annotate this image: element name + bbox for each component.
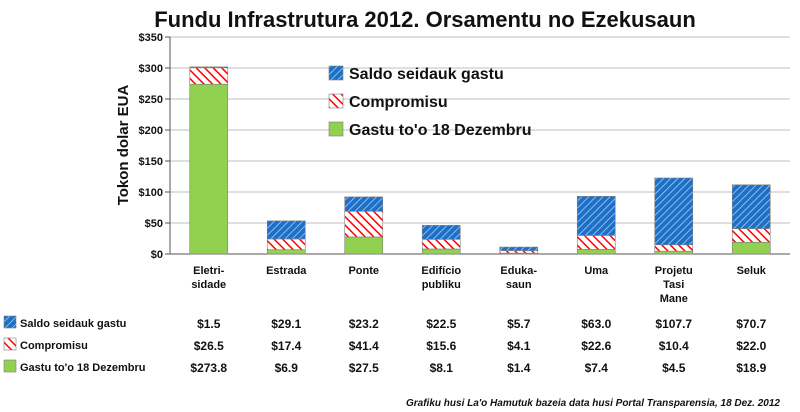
- bar-segment: [576, 196, 616, 236]
- x-tick-label: Uma: [584, 265, 609, 277]
- bar-segment: [189, 66, 229, 69]
- table-cell: $23.2: [349, 317, 379, 331]
- bar-segment: [421, 225, 461, 240]
- table-cell: $4.5: [662, 361, 686, 375]
- table-cell: $6.9: [275, 361, 299, 375]
- legend-swatch: [328, 93, 344, 109]
- table-cell: $22.6: [581, 339, 611, 353]
- y-tick-label: $350: [139, 32, 163, 44]
- legend-label: Saldo seidauk gastu: [349, 66, 504, 83]
- table-cell: $17.4: [271, 339, 301, 353]
- bar-segment: [421, 248, 461, 255]
- table-cell: $18.9: [736, 361, 766, 375]
- bar-segment: [654, 250, 694, 255]
- bar-segment: [344, 210, 384, 238]
- table-row-label: Compromisu: [20, 340, 88, 352]
- bar-segment: [189, 67, 229, 85]
- data-table: Saldo seidauk gastu $1.5 $29.1 $23.2 $22.5 $5…: [3, 315, 767, 375]
- table-cell: $8.1: [430, 361, 454, 375]
- y-tick-label: $150: [139, 156, 163, 168]
- bar-segment: [344, 196, 384, 212]
- y-tick-label: $250: [139, 94, 163, 106]
- chart-title: Fundu Infrastrutura 2012. Orsamentu no E…: [154, 7, 696, 32]
- stacked-bars: [189, 66, 771, 255]
- y-axis-label: Tokon dolar EUA: [115, 85, 132, 206]
- legend-swatch: [328, 121, 344, 137]
- bar-segment: [731, 228, 771, 243]
- y-tick-labels: $0 $50 $100 $150 $200 $250 $300 $350: [139, 32, 163, 261]
- bar-segment: [499, 246, 539, 251]
- table-cell: $10.4: [659, 339, 689, 353]
- table-cell: $63.0: [581, 317, 611, 331]
- table-row-label: Saldo seidauk gastu: [20, 318, 126, 330]
- table-cell: $5.7: [507, 317, 531, 331]
- table-swatch: [3, 337, 17, 351]
- bar-segment: [654, 244, 694, 252]
- bar-segment: [499, 250, 539, 254]
- x-tick-labels: Eletri-sidade Estrada Ponte Edifício publiku…: [191, 265, 766, 305]
- bar-segment: [421, 239, 461, 250]
- table-cell: $15.6: [426, 339, 456, 353]
- table-cell: $22.5: [426, 317, 456, 331]
- x-tick-label: Eletri-sidade: [191, 265, 226, 291]
- bar-segment: [731, 241, 771, 255]
- table-cell: $1.5: [197, 317, 221, 331]
- table-cell: $29.1: [271, 317, 301, 331]
- bar-segment: [189, 83, 229, 255]
- table-cell: $41.4: [349, 339, 379, 353]
- x-tick-label: Eduka-saun: [500, 265, 537, 291]
- table-cell: $107.7: [655, 317, 692, 331]
- x-tick-label: Estrada: [266, 265, 307, 277]
- bar-segment: [266, 238, 306, 251]
- table-cell: $273.8: [190, 361, 227, 375]
- x-tick-label: Seluk: [737, 265, 767, 277]
- bar-segment: [654, 177, 694, 246]
- bar-segment: [576, 235, 616, 250]
- bar-segment: [731, 184, 771, 229]
- x-tick-label: Ponte: [348, 265, 379, 277]
- table-cell: $22.0: [736, 339, 766, 353]
- table-swatch: [3, 315, 17, 329]
- legend-label: Compromisu: [349, 94, 448, 111]
- legend-label: Gastu to'o 18 Dezembru: [349, 122, 532, 139]
- x-tick-label: Projetu Tasi Mane: [655, 265, 693, 305]
- x-tick-label: Edifício publiku: [421, 265, 461, 291]
- table-cell: $26.5: [194, 339, 224, 353]
- bar-segment: [266, 249, 306, 255]
- bar-segment: [266, 220, 306, 240]
- y-tick-label: $100: [139, 187, 163, 199]
- legend-swatch: [328, 65, 344, 81]
- table-cell: $7.4: [585, 361, 609, 375]
- table-cell: $70.7: [736, 317, 766, 331]
- table-row-label: Gastu to'o 18 Dezembru: [20, 362, 145, 374]
- y-tick-label: $200: [139, 125, 163, 137]
- y-tick-label: $0: [151, 249, 163, 261]
- y-tick-label: $300: [139, 63, 163, 75]
- table-cell: $4.1: [507, 339, 531, 353]
- table-cell: $1.4: [507, 361, 531, 375]
- source-credit: Grafiku husi La'o Hamutuk bazeia data hu…: [406, 398, 780, 409]
- table-swatch: [3, 359, 17, 373]
- table-cell: $27.5: [349, 361, 379, 375]
- bar-segment: [576, 249, 616, 255]
- y-tick-label: $50: [145, 218, 163, 230]
- legend: Saldo seidauk gastu Compromisu Gastu to'o …: [328, 65, 532, 139]
- bar-segment: [344, 236, 384, 255]
